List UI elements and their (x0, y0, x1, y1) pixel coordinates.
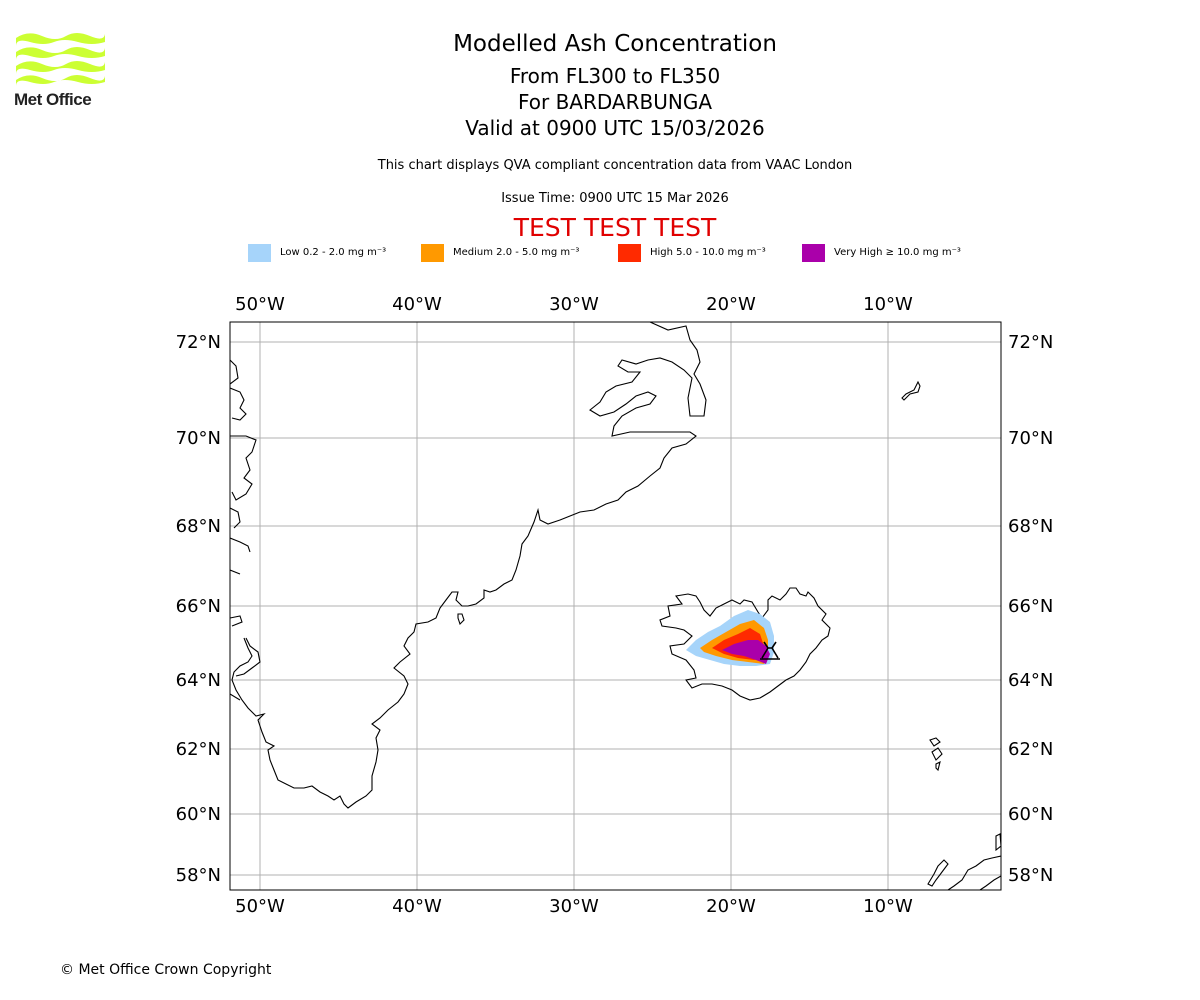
greenland-small-island (457, 613, 465, 626)
lat-label: 64°N (176, 670, 221, 691)
lat-label: 66°N (176, 596, 221, 617)
lat-label: 70°N (1008, 428, 1053, 449)
logo-text: Met Office (14, 90, 92, 109)
lat-label: 62°N (1008, 739, 1053, 760)
lat-label: 70°N (176, 428, 221, 449)
legend-swatch-high (618, 244, 641, 262)
lon-label: 40°W (392, 294, 442, 315)
lon-label: 30°W (549, 294, 599, 315)
legend-swatch-very-high (802, 244, 825, 262)
lon-labels-bottom: 50°W 40°W 30°W 20°W 10°W (235, 896, 913, 917)
lat-label: 60°N (1008, 804, 1053, 825)
ash-plume (686, 610, 774, 666)
issue-time: Issue Time: 0900 UTC 15 Mar 2026 (501, 191, 729, 206)
lon-label: 20°W (706, 294, 756, 315)
greenland-fjord-islands (230, 359, 261, 701)
valid-time: Valid at 0900 UTC 15/03/2026 (465, 116, 765, 140)
lat-label: 58°N (1008, 865, 1053, 886)
map-frame (229, 321, 1002, 891)
lat-labels-right: 72°N 70°N 68°N 66°N 64°N 62°N 60°N 58°N (1008, 332, 1053, 886)
scotland-coast (947, 855, 1001, 890)
ash-very-high-area (722, 640, 770, 664)
legend-label-medium: Medium 2.0 - 5.0 mg m⁻³ (453, 247, 580, 258)
met-office-wave-icon (16, 33, 105, 86)
legend-label-high: High 5.0 - 10.0 mg m⁻³ (650, 247, 766, 258)
greenland-coast (231, 322, 707, 809)
legend-label-very-high: Very High ≥ 10.0 mg m⁻³ (834, 247, 961, 258)
volcano-name: For BARDARBUNGA (517, 90, 713, 114)
lat-label: 72°N (1008, 332, 1053, 353)
iceland-coast (659, 587, 831, 701)
lat-label: 60°N (176, 804, 221, 825)
lat-label: 58°N (176, 865, 221, 886)
faroe-islands-coast (929, 737, 943, 772)
coastlines (230, 322, 1001, 890)
lon-label: 50°W (235, 896, 285, 917)
flight-level-range: From FL300 to FL350 (509, 64, 721, 88)
chart-subtitle: This chart displays QVA compliant concen… (377, 158, 853, 173)
lon-label: 10°W (863, 294, 913, 315)
lon-label: 50°W (235, 294, 285, 315)
lat-labels-left: 72°N 70°N 68°N 66°N 64°N 62°N 60°N 58°N (176, 332, 221, 886)
lon-label: 40°W (392, 896, 442, 917)
lat-label: 68°N (1008, 516, 1053, 537)
test-banner: TEST TEST TEST (513, 213, 717, 242)
chart-title: Modelled Ash Concentration (453, 31, 777, 57)
lon-label: 30°W (549, 896, 599, 917)
lat-label: 72°N (176, 332, 221, 353)
lat-label: 62°N (176, 739, 221, 760)
met-office-logo: Met Office (14, 30, 106, 110)
hebrides-coast (927, 833, 1001, 887)
lon-labels-top: 50°W 40°W 30°W 20°W 10°W (235, 294, 913, 315)
lon-label: 20°W (706, 896, 756, 917)
legend-label-low: Low 0.2 - 2.0 mg m⁻³ (280, 247, 387, 258)
copyright-notice: © Met Office Crown Copyright (60, 962, 272, 978)
lon-label: 10°W (863, 896, 913, 917)
jan-mayen-coast (901, 380, 921, 401)
volcano-icon (760, 641, 780, 660)
legend-swatch-low (248, 244, 271, 262)
graticule (230, 322, 1001, 890)
lat-label: 68°N (176, 516, 221, 537)
legend-swatch-medium (421, 244, 444, 262)
lat-label: 64°N (1008, 670, 1053, 691)
lat-label: 66°N (1008, 596, 1053, 617)
